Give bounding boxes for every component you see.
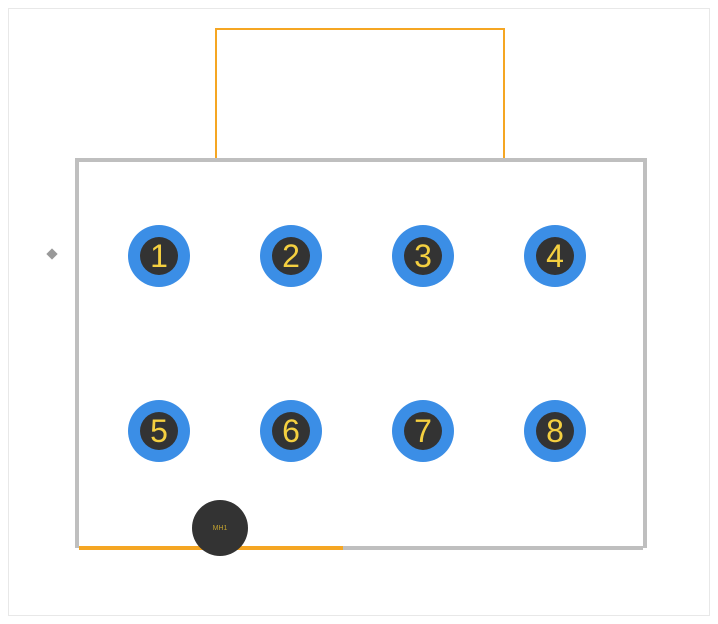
pin-2-label: 2 [282, 238, 300, 275]
pin-2: 2 [260, 225, 322, 287]
pin-6-label: 6 [282, 413, 300, 450]
pin-4-hole: 4 [536, 237, 574, 275]
pin-8-label: 8 [546, 413, 564, 450]
pin-7-label: 7 [414, 413, 432, 450]
pin-7: 7 [392, 400, 454, 462]
pin-1: 1 [128, 225, 190, 287]
pin-4: 4 [524, 225, 586, 287]
pin-7-hole: 7 [404, 412, 442, 450]
mounting-hole: MH1 [192, 500, 248, 556]
pin-3: 3 [392, 225, 454, 287]
pin-3-hole: 3 [404, 237, 442, 275]
pin-5-label: 5 [150, 413, 168, 450]
pin-4-label: 4 [546, 238, 564, 275]
pin-6-hole: 6 [272, 412, 310, 450]
pin-6: 6 [260, 400, 322, 462]
pin-5: 5 [128, 400, 190, 462]
mounting-hole-label: MH1 [213, 525, 228, 532]
pin-1-hole: 1 [140, 237, 178, 275]
bottom-line-right [343, 546, 643, 550]
pin-8-hole: 8 [536, 412, 574, 450]
main-rectangle [75, 158, 647, 548]
pin-8: 8 [524, 400, 586, 462]
pin-3-label: 3 [414, 238, 432, 275]
pin-1-label: 1 [150, 238, 168, 275]
pin-5-hole: 5 [140, 412, 178, 450]
top-notch [215, 28, 505, 158]
pin-2-hole: 2 [272, 237, 310, 275]
